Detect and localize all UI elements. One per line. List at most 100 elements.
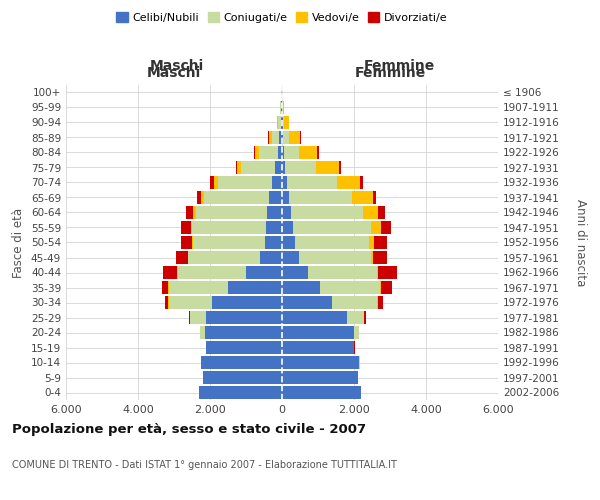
Bar	[281, 102, 282, 114]
Bar	[211, 176, 214, 188]
Bar	[205, 326, 282, 338]
Bar	[218, 176, 272, 188]
Bar	[282, 222, 293, 234]
Bar	[369, 236, 374, 248]
Bar	[381, 222, 391, 234]
Bar	[191, 222, 193, 234]
Bar	[163, 266, 178, 278]
Bar	[371, 222, 381, 234]
Text: Popolazione per età, sesso e stato civile - 2007: Popolazione per età, sesso e stato civil…	[12, 422, 366, 436]
Bar	[176, 252, 188, 264]
Bar	[282, 162, 285, 173]
Bar	[278, 116, 281, 128]
Bar	[265, 236, 282, 248]
Bar	[347, 312, 364, 324]
Bar	[281, 116, 282, 128]
Bar	[266, 222, 282, 234]
Bar	[214, 176, 218, 188]
Bar	[202, 192, 204, 203]
Bar	[373, 252, 388, 264]
Bar	[254, 146, 259, 158]
Bar	[378, 206, 385, 218]
Bar	[278, 146, 282, 158]
Text: Femmine: Femmine	[355, 66, 425, 80]
Bar	[246, 266, 282, 278]
Bar	[282, 312, 347, 324]
Bar	[282, 342, 354, 353]
Bar	[282, 296, 332, 308]
Bar	[203, 372, 282, 384]
Bar	[379, 266, 397, 278]
Bar	[165, 296, 169, 308]
Bar	[196, 206, 267, 218]
Bar	[236, 162, 238, 173]
Bar	[381, 282, 392, 294]
Bar	[282, 236, 295, 248]
Bar	[289, 192, 352, 203]
Bar	[285, 162, 316, 173]
Bar	[282, 176, 287, 188]
Bar	[282, 386, 361, 398]
Bar	[337, 176, 360, 188]
Bar	[299, 146, 317, 158]
Bar	[293, 222, 371, 234]
Bar	[320, 282, 380, 294]
Bar	[282, 282, 320, 294]
Y-axis label: Fasce di età: Fasce di età	[13, 208, 25, 278]
Bar	[188, 252, 260, 264]
Bar	[197, 192, 202, 203]
Bar	[206, 342, 282, 353]
Bar	[360, 176, 363, 188]
Bar	[380, 282, 381, 294]
Bar	[200, 326, 205, 338]
Bar	[186, 206, 193, 218]
Text: Maschi: Maschi	[147, 66, 201, 80]
Bar	[269, 132, 272, 143]
Bar	[282, 206, 292, 218]
Bar	[352, 192, 373, 203]
Bar	[308, 266, 377, 278]
Bar	[332, 296, 377, 308]
Bar	[282, 132, 283, 143]
Bar	[206, 312, 282, 324]
Bar	[190, 312, 206, 324]
Bar	[212, 296, 282, 308]
Bar	[377, 266, 379, 278]
Bar	[283, 132, 289, 143]
Bar	[374, 236, 387, 248]
Bar	[284, 116, 289, 128]
Bar	[284, 146, 299, 158]
Bar	[364, 312, 366, 324]
Text: Femmine: Femmine	[364, 58, 434, 72]
Bar	[178, 266, 246, 278]
Bar	[282, 146, 284, 158]
Bar	[241, 162, 275, 173]
Bar	[192, 236, 193, 248]
Bar	[289, 132, 301, 143]
Bar	[299, 252, 371, 264]
Bar	[267, 206, 282, 218]
Bar	[204, 192, 269, 203]
Bar	[316, 162, 338, 173]
Bar	[181, 222, 191, 234]
Bar	[279, 132, 282, 143]
Bar	[282, 326, 354, 338]
Bar	[295, 236, 369, 248]
Bar	[282, 372, 358, 384]
Text: COMUNE DI TRENTO - Dati ISTAT 1° gennaio 2007 - Elaborazione TUTTITALIA.IT: COMUNE DI TRENTO - Dati ISTAT 1° gennaio…	[12, 460, 397, 470]
Bar	[338, 162, 341, 173]
Bar	[169, 282, 228, 294]
Bar	[280, 102, 281, 114]
Bar	[193, 236, 265, 248]
Bar	[169, 296, 212, 308]
Bar	[373, 192, 376, 203]
Text: Maschi: Maschi	[150, 58, 204, 72]
Bar	[282, 356, 359, 368]
Bar	[283, 116, 284, 128]
Bar	[193, 222, 266, 234]
Bar	[181, 236, 192, 248]
Bar	[371, 252, 373, 264]
Bar	[292, 206, 364, 218]
Bar	[282, 192, 289, 203]
Bar	[317, 146, 319, 158]
